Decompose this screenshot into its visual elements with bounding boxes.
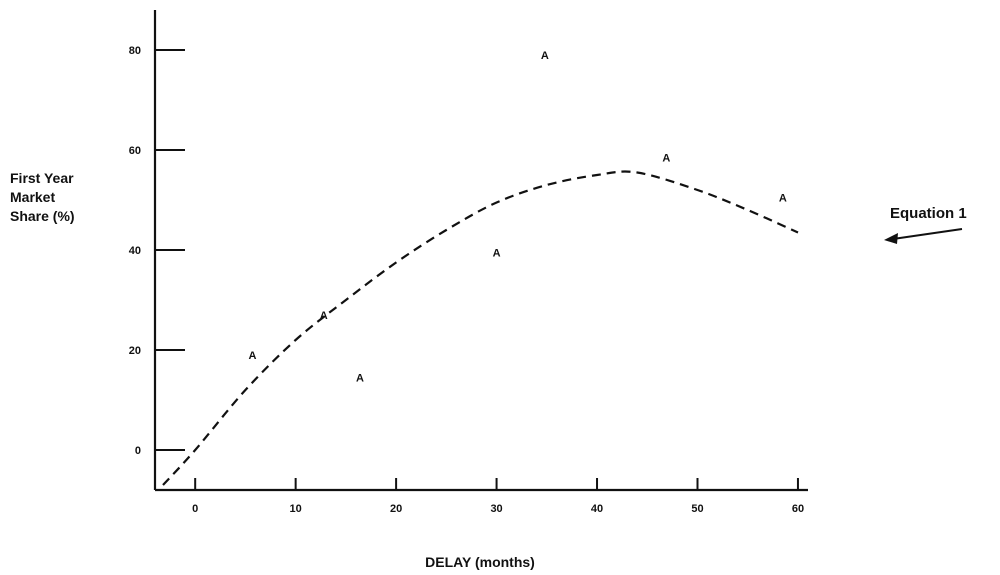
y-tick-label: 20 bbox=[129, 345, 141, 357]
data-point: A bbox=[248, 350, 256, 362]
x-axis-ticks: 0 10 20 30 40 50 60 bbox=[192, 478, 804, 515]
data-point: A bbox=[541, 50, 549, 62]
x-tick-label: 0 bbox=[192, 503, 198, 515]
x-axis-title: DELAY (months) bbox=[425, 554, 535, 570]
y-axis-title-line-1: First Year bbox=[10, 170, 74, 186]
y-tick-label: 40 bbox=[129, 245, 141, 257]
annotation-arrowhead bbox=[884, 233, 898, 244]
data-point: A bbox=[356, 373, 364, 385]
y-tick-label: 80 bbox=[129, 45, 141, 57]
y-tick-label: 0 bbox=[135, 445, 141, 457]
data-points: A A A A A A A bbox=[248, 50, 786, 385]
equation-annotation: Equation 1 bbox=[890, 205, 967, 222]
y-axis-title-line-3: Share (%) bbox=[10, 208, 75, 224]
x-tick-label: 30 bbox=[490, 503, 502, 515]
data-point: A bbox=[320, 310, 328, 322]
y-axis-title-line-2: Market bbox=[10, 189, 55, 205]
data-point: A bbox=[493, 248, 501, 260]
x-tick-label: 50 bbox=[691, 503, 703, 515]
x-tick-label: 10 bbox=[290, 503, 302, 515]
y-axis-ticks: 0 20 40 60 80 bbox=[129, 45, 185, 457]
x-tick-label: 20 bbox=[390, 503, 402, 515]
x-tick-label: 40 bbox=[591, 503, 603, 515]
axes bbox=[153, 10, 808, 492]
equation-curve bbox=[162, 170, 799, 486]
x-tick-label: 60 bbox=[792, 503, 804, 515]
y-tick-label: 60 bbox=[129, 145, 141, 157]
annotation-arrow bbox=[892, 228, 963, 240]
data-point: A bbox=[779, 193, 787, 205]
data-point: A bbox=[662, 153, 670, 165]
